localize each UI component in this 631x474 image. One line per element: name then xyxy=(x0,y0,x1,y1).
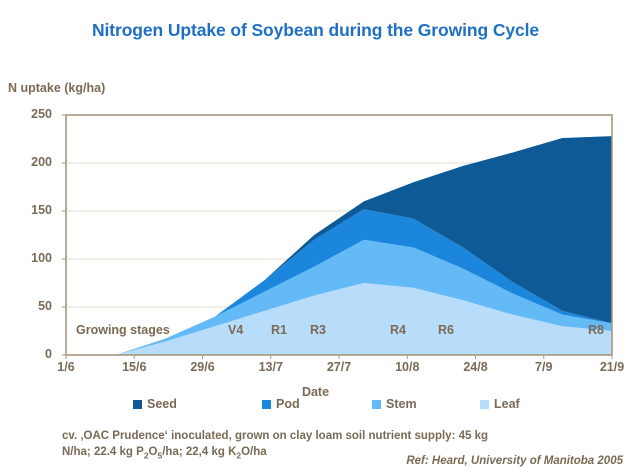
legend-swatch-icon xyxy=(133,399,142,409)
area-series-leaf xyxy=(66,283,612,355)
legend-label: Seed xyxy=(147,397,177,411)
area-series-seed xyxy=(66,136,612,355)
stage-label-r3: R3 xyxy=(310,323,326,337)
y-tick-label: 150 xyxy=(31,203,52,217)
x-tick-label: 24/8 xyxy=(463,360,488,374)
legend-item-stem[interactable]: Stem xyxy=(372,398,417,411)
legend-label: Pod xyxy=(276,397,300,411)
legend-item-seed[interactable]: Seed xyxy=(133,398,177,411)
y-tick-label: 50 xyxy=(38,299,52,313)
x-tick-label: 15/6 xyxy=(122,360,147,374)
legend-swatch-icon xyxy=(480,399,489,409)
footnote-text: cv. ‚OAC Prudence‘ inoculated, grown on … xyxy=(62,429,622,462)
y-tick-label: 100 xyxy=(31,251,52,265)
growing-stages-label: Growing stages xyxy=(76,323,170,337)
x-tick-label: 29/6 xyxy=(190,360,215,374)
footnote-line-2: N/ha; 22.4 kg P2O5/ha; 22,4 kg K2O/ha xyxy=(62,445,267,461)
legend-label: Leaf xyxy=(494,397,520,411)
area-series-stem xyxy=(66,239,612,355)
plot-border xyxy=(65,114,613,356)
footnote-line-1: cv. ‚OAC Prudence‘ inoculated, grown on … xyxy=(62,430,489,442)
x-tick-label: 1/6 xyxy=(57,360,75,374)
stage-label-r6: R6 xyxy=(438,323,454,337)
y-axis-title: N uptake (kg/ha) xyxy=(8,81,106,95)
stage-label-r8: R8 xyxy=(588,323,604,337)
x-tick-label: 7/9 xyxy=(535,360,553,374)
page-title: Nitrogen Uptake of Soybean during the Gr… xyxy=(91,20,540,40)
legend-item-leaf[interactable]: Leaf xyxy=(480,398,520,411)
reference-text: Ref: Heard, University of Manitoba 2005 xyxy=(406,455,623,467)
area-series-pod xyxy=(66,209,612,355)
y-tick-label: 250 xyxy=(31,107,52,121)
legend-item-pod[interactable]: Pod xyxy=(262,398,300,411)
x-tick-label: 10/8 xyxy=(395,360,420,374)
stage-label-r1: R1 xyxy=(271,323,287,337)
legend-label: Stem xyxy=(386,397,417,411)
x-tick-label: 27/7 xyxy=(326,360,352,374)
legend-swatch-icon xyxy=(372,399,381,409)
y-tick-label: 0 xyxy=(45,347,52,361)
stage-label-r4: R4 xyxy=(390,323,406,337)
x-tick-label: 13/7 xyxy=(258,360,283,374)
x-tick-label: 21/9 xyxy=(599,360,625,374)
legend-swatch-icon xyxy=(262,399,271,409)
y-tick-label: 200 xyxy=(31,155,52,169)
stage-label-v4: V4 xyxy=(228,323,244,337)
chart-legend: Seed Pod Stem Leaf xyxy=(0,398,631,416)
x-axis-title: Date xyxy=(301,385,330,399)
